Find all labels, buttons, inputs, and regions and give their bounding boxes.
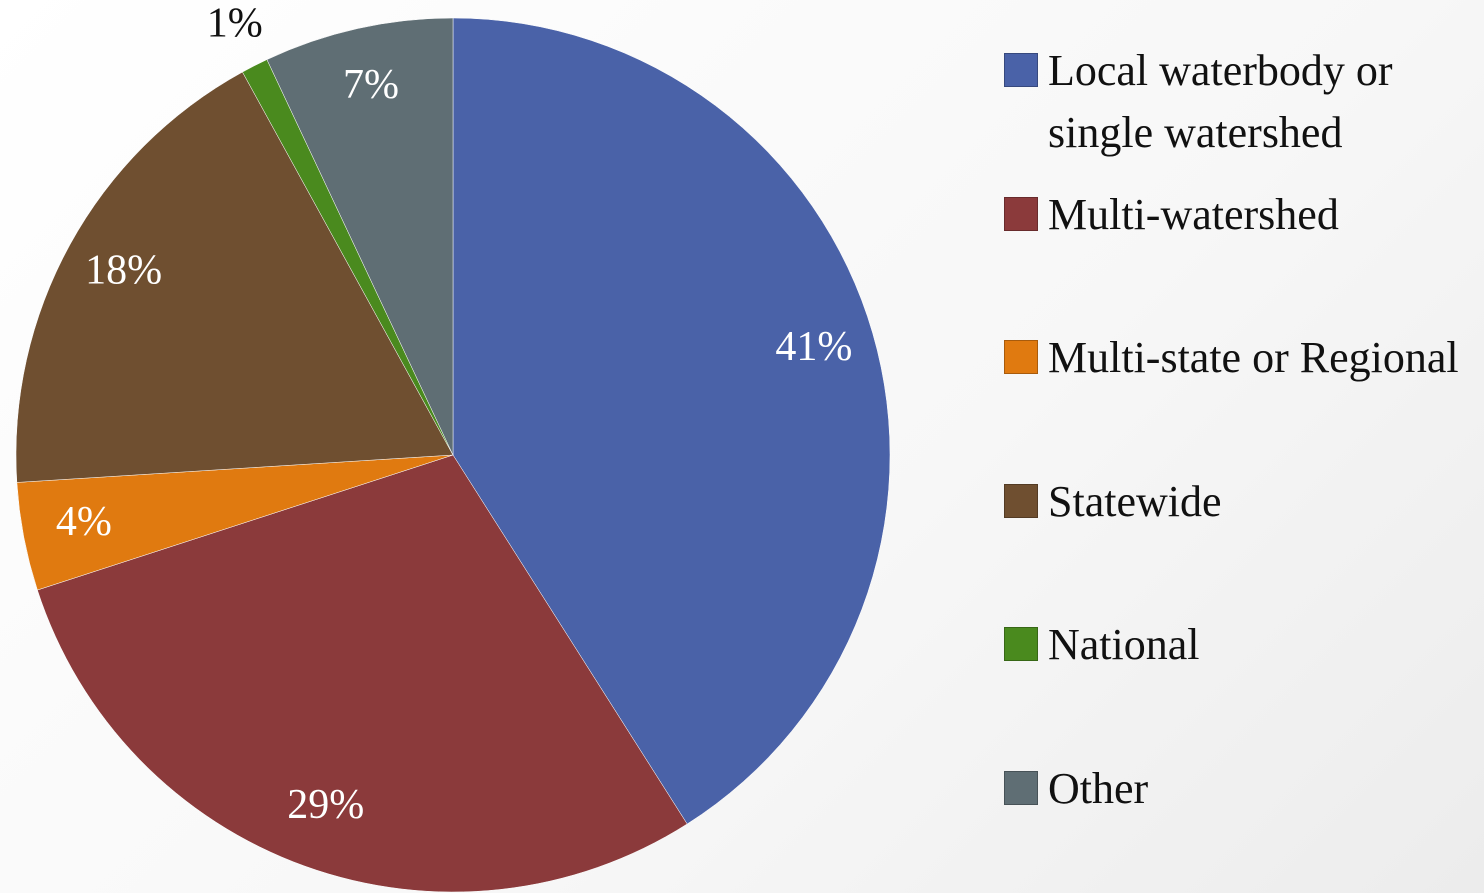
legend-item: Local waterbody or single watershed (1004, 40, 1474, 164)
pie-slice (266, 17, 454, 456)
data-label: 1% (207, 0, 263, 46)
data-label: 18% (85, 248, 162, 294)
legend-swatch (1004, 53, 1038, 87)
legend-swatch (1004, 483, 1038, 518)
legend-label: National (1048, 620, 1200, 669)
legend-item: Other (1004, 758, 1474, 820)
data-label: 4% (56, 499, 112, 545)
data-label: 41% (775, 324, 852, 370)
legend-item: Statewide (1004, 471, 1474, 533)
legend-label: Other (1048, 763, 1149, 813)
legend-label: Statewide (1048, 476, 1222, 526)
legend-swatch (1004, 627, 1038, 661)
data-label: 7% (343, 62, 399, 108)
pie-slice (37, 454, 688, 893)
legend-label: Local waterbody or single watershed (1048, 46, 1393, 157)
data-label: 29% (287, 782, 364, 828)
legend-swatch (1004, 196, 1038, 231)
legend-item: National (1004, 614, 1474, 676)
chart: 41% 29% 4% 18% 1% 7% (15, 0, 891, 893)
legend-label: Multi-state or Regional (1048, 333, 1459, 382)
legend-swatch (1004, 340, 1038, 374)
legend-item: Multi-watershed (1004, 184, 1474, 246)
legend-swatch (1004, 770, 1038, 805)
pie-slice (15, 71, 454, 483)
pie-slice (452, 17, 891, 825)
legend-label: Multi-watershed (1048, 189, 1339, 239)
legend-item: Multi-state or Regional (1004, 327, 1474, 389)
